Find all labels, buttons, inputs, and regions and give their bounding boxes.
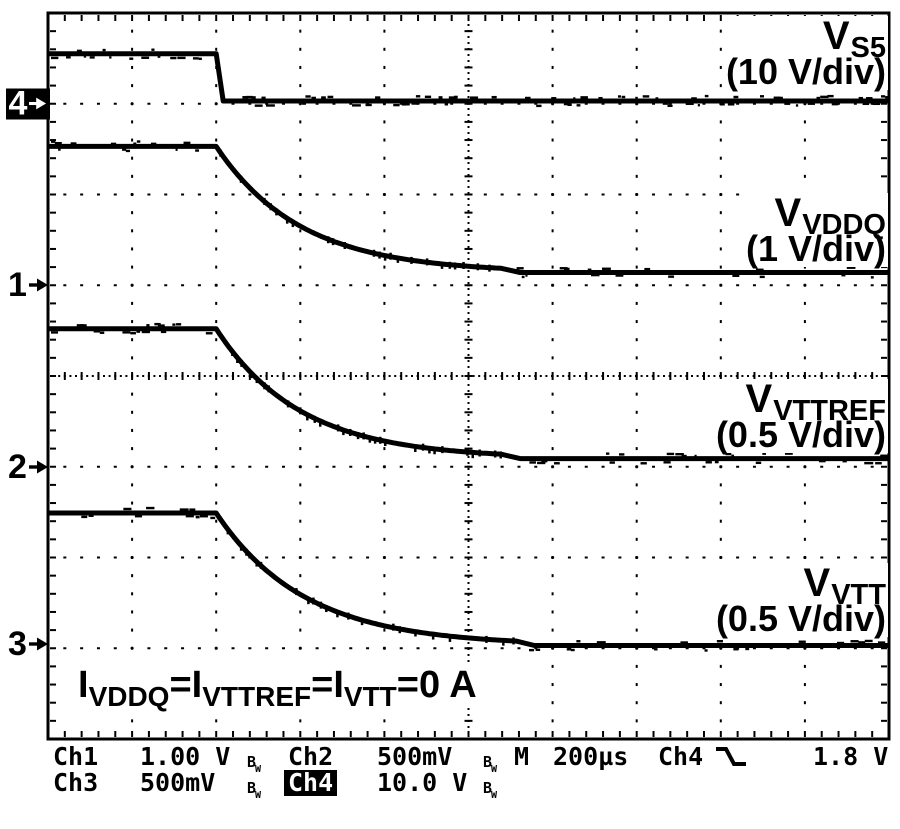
ch4-label-highlighted: Ch4 xyxy=(284,770,338,796)
trace-scale: (0.5 V/div) xyxy=(715,598,886,639)
channel4-marker-digit: 4 xyxy=(8,84,28,123)
trace-label-vttref: VVTTREF (0.5 V/div) xyxy=(713,377,888,455)
ch1-label: Ch1 xyxy=(53,742,99,771)
ch2-scale: 500mV xyxy=(377,742,453,771)
ch1-scale: 1.00 V xyxy=(140,742,231,771)
trace-label-vs5: VS5 (10 V/div) xyxy=(723,14,888,92)
right-arrow-icon xyxy=(29,97,47,110)
right-arrow-icon xyxy=(28,278,48,292)
channel1-ground-marker: 1 xyxy=(8,268,49,302)
channel2-marker-digit: 2 xyxy=(8,447,27,486)
falling-edge-trigger-icon xyxy=(716,747,746,766)
trace-label-vtt: VVTT (0.5 V/div) xyxy=(713,561,888,639)
bandwidth-limit-icon: BW xyxy=(483,753,498,775)
bandwidth-limit-icon: BW xyxy=(247,753,262,775)
timebase-value: 200µs xyxy=(553,742,629,771)
trace-name: VVTT xyxy=(803,561,886,611)
trace-name: VS5 xyxy=(822,14,886,64)
timebase-label: M xyxy=(514,742,530,771)
channel3-ground-marker: 3 xyxy=(8,627,49,661)
trace-label-vddq: VVDDQ (1 V/div) xyxy=(743,191,888,269)
trace-name: VVDDQ xyxy=(774,191,886,241)
ch3-scale: 500mV xyxy=(140,768,216,797)
trace-scale: (1 V/div) xyxy=(745,228,886,269)
bandwidth-limit-icon: BW xyxy=(483,779,498,801)
trace-name: VVTTREF xyxy=(745,377,886,427)
channel1-marker-digit: 1 xyxy=(8,266,27,305)
trigger-level: 1.8 V xyxy=(813,742,889,771)
load-condition-annotation: IVDDQ=IVTTREF=IVTT=0 A xyxy=(74,664,481,712)
trigger-source: Ch4 xyxy=(658,742,704,771)
right-arrow-icon xyxy=(28,460,48,474)
channel3-marker-digit: 3 xyxy=(8,624,27,663)
channel4-ground-marker: 4 xyxy=(6,84,50,123)
ch2-label: Ch2 xyxy=(288,742,334,771)
trace-scale: (10 V/div) xyxy=(725,51,886,92)
ch4-scale: 10.0 V xyxy=(377,768,468,797)
trace-scale: (0.5 V/div) xyxy=(715,414,886,455)
ch3-label: Ch3 xyxy=(53,768,99,797)
channel2-ground-marker: 2 xyxy=(8,450,49,484)
bandwidth-limit-icon: BW xyxy=(247,779,262,801)
right-arrow-icon xyxy=(28,637,48,651)
